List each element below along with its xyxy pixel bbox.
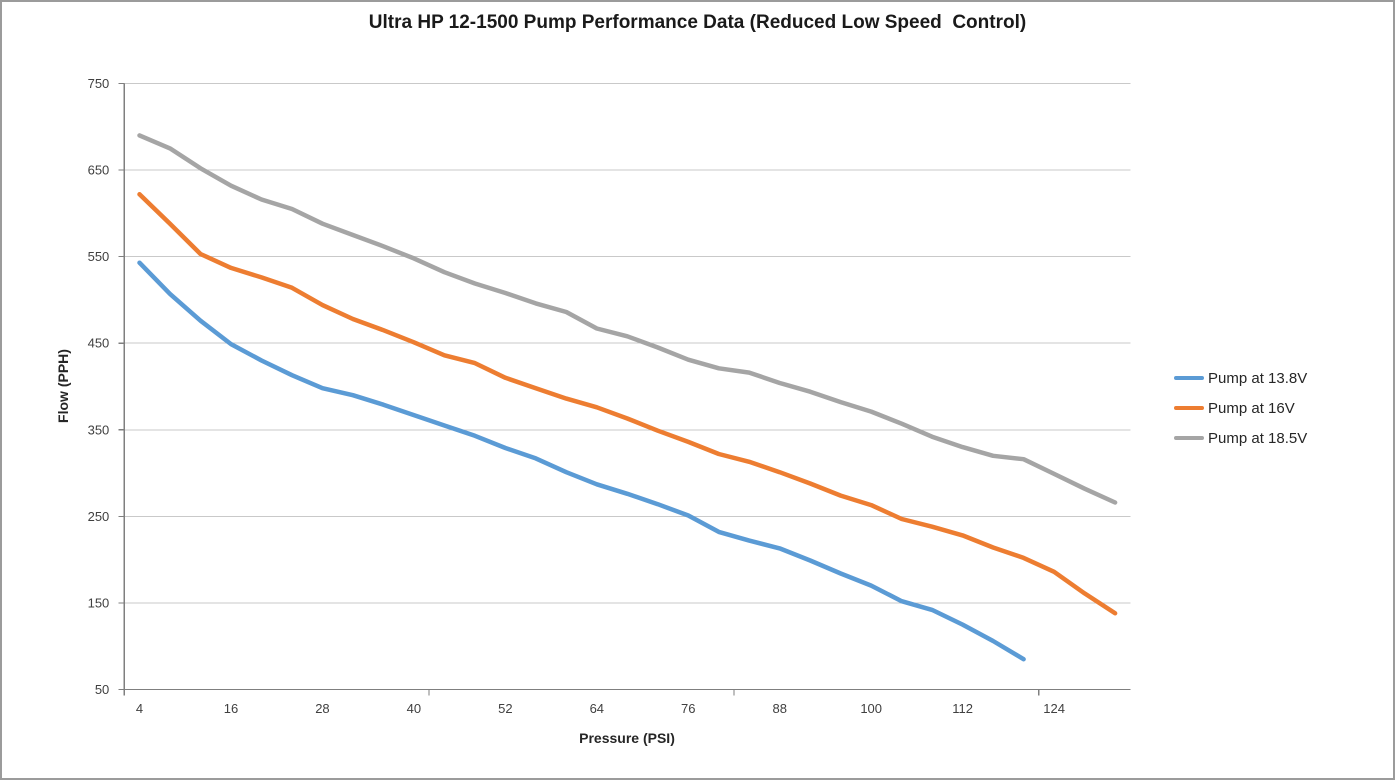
y-tick-label-750: 750 bbox=[88, 76, 110, 91]
legend-line-swatch-18-5v bbox=[1174, 435, 1204, 441]
x-tick-label-52: 52 bbox=[498, 701, 512, 716]
y-tick-label-150: 150 bbox=[88, 595, 110, 610]
y-tick-label-650: 650 bbox=[88, 163, 110, 178]
y-tick-label-450: 450 bbox=[88, 336, 110, 351]
x-tick-label-40: 40 bbox=[407, 701, 421, 716]
y-tick-label-50: 50 bbox=[95, 682, 109, 697]
legend-label-13-8v: Pump at 13.8V bbox=[1208, 369, 1308, 387]
y-tick-label-350: 350 bbox=[88, 422, 110, 437]
series-line-pump-at-13-8v bbox=[137, 260, 1026, 662]
legend-line-swatch-13-8v bbox=[1174, 375, 1204, 381]
x-tick-label-28: 28 bbox=[315, 701, 329, 716]
chart-title: Ultra HP 12-1500 Pump Performance Data (… bbox=[368, 12, 1027, 33]
x-tick-label-76: 76 bbox=[681, 701, 695, 716]
x-tick-label-4: 4 bbox=[136, 701, 143, 716]
y-tick-label-550: 550 bbox=[88, 249, 110, 264]
legend-label-18-5v: Pump at 18.5V bbox=[1208, 429, 1308, 447]
legend-label-16v: Pump at 16V bbox=[1208, 399, 1295, 417]
series-line-pump-at-16v bbox=[137, 192, 1118, 616]
x-axis-title: Pressure (PSI) bbox=[579, 730, 675, 746]
x-tick-label-88: 88 bbox=[772, 701, 786, 716]
legend-item-pump-16v: Pump at 16V bbox=[1174, 393, 1344, 423]
legend-item-pump-18-5v: Pump at 18.5V bbox=[1174, 423, 1344, 453]
x-tick-label-124: 124 bbox=[1043, 701, 1065, 716]
x-tick-label-64: 64 bbox=[590, 701, 604, 716]
x-tick-label-112: 112 bbox=[952, 701, 973, 716]
legend-item-pump-13-8v: Pump at 13.8V bbox=[1174, 363, 1344, 393]
series-line-pump-at-18-5v bbox=[137, 133, 1118, 505]
y-axis-title: Flow (PPH) bbox=[55, 349, 71, 423]
legend: Pump at 13.8V Pump at 16V Pump at 18.5V bbox=[1174, 363, 1344, 453]
legend-line-swatch-16v bbox=[1174, 405, 1204, 411]
x-tick-label-100: 100 bbox=[860, 701, 882, 716]
y-tick-label-250: 250 bbox=[88, 509, 110, 524]
x-tick-label-16: 16 bbox=[224, 701, 238, 716]
